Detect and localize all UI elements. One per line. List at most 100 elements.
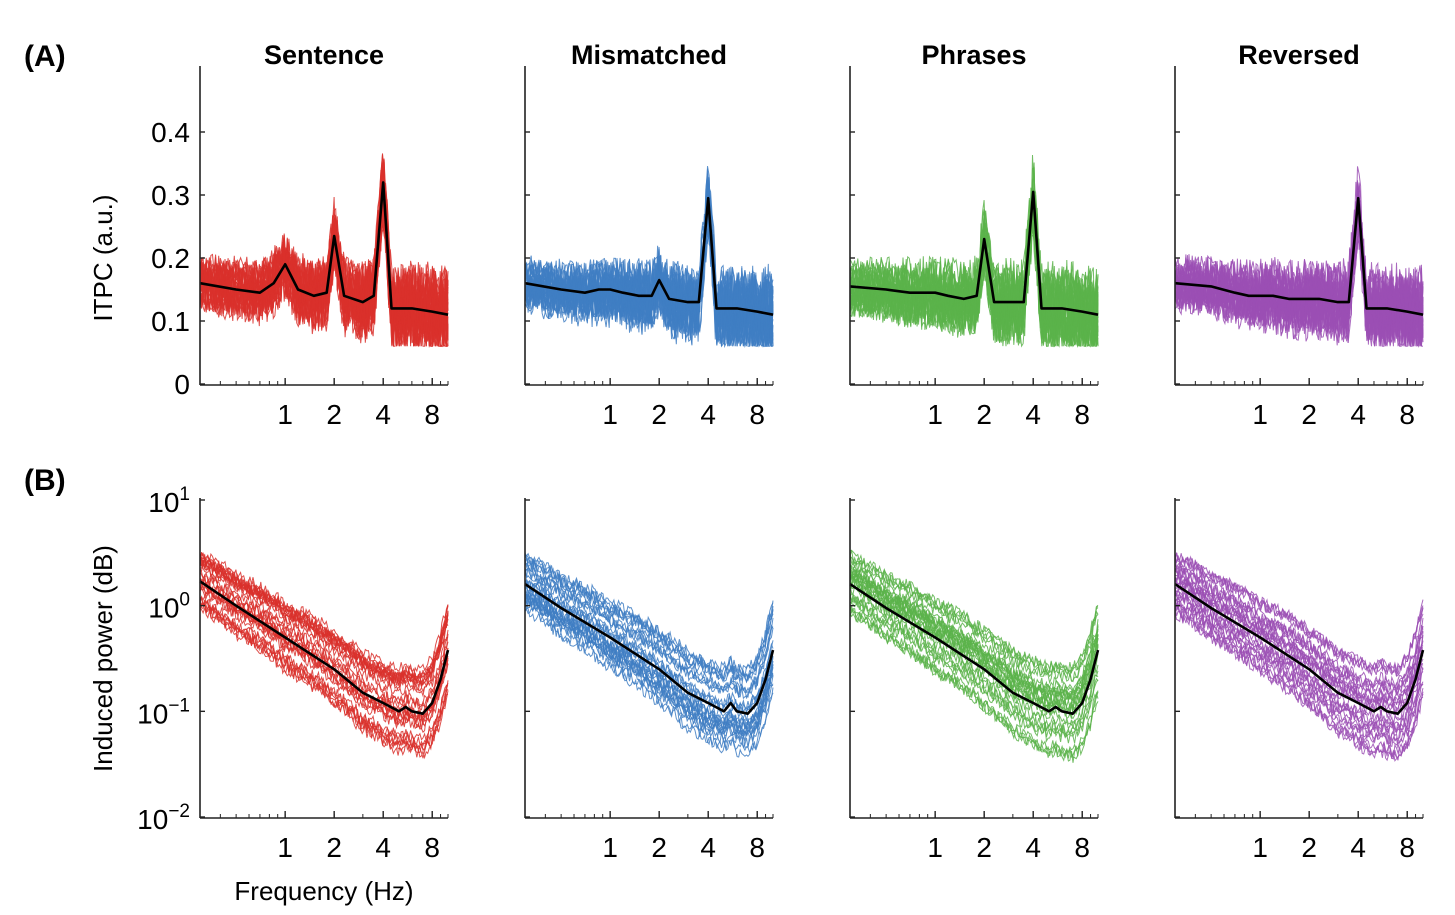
x-tick-label: 1 bbox=[602, 399, 618, 430]
subject-trace bbox=[1174, 552, 1424, 677]
subject-trace bbox=[1174, 600, 1424, 747]
subject-trace bbox=[1174, 554, 1424, 676]
subject-trace bbox=[524, 579, 774, 714]
subject-trace bbox=[849, 584, 1099, 726]
subject-trace bbox=[849, 559, 1099, 685]
mean-trace bbox=[199, 580, 450, 715]
subject-trace bbox=[524, 593, 774, 737]
subject-trace bbox=[1174, 559, 1424, 691]
subject-trace bbox=[524, 580, 774, 714]
x-tick-label: 8 bbox=[424, 399, 440, 430]
y-tick-label: 100 bbox=[148, 590, 190, 624]
x-tick-label: 4 bbox=[700, 399, 716, 430]
subject-trace bbox=[849, 567, 1099, 699]
subject-trace bbox=[1174, 183, 1424, 347]
subject-trace bbox=[524, 607, 774, 758]
subplot-title: Sentence bbox=[264, 40, 384, 70]
x-tick-label: 4 bbox=[1350, 399, 1366, 430]
subject-trace bbox=[524, 166, 774, 335]
y-tick-label: 0.1 bbox=[151, 306, 190, 337]
x-tick-label: 4 bbox=[1025, 399, 1041, 430]
subplot-a-mismatched: Mismatched 1 2 4 8 bbox=[524, 40, 774, 430]
panel-letter-b: (B) bbox=[24, 464, 66, 497]
mean-trace bbox=[524, 583, 775, 715]
subject-trace bbox=[849, 574, 1099, 713]
subplot-a-sentence: Sentence 0 0.1 0.2 0.3 0.4 1 2 4 8 bbox=[151, 40, 449, 430]
subject-trace bbox=[524, 567, 774, 698]
x-tick-label: 2 bbox=[326, 832, 342, 863]
subject-trace bbox=[849, 556, 1099, 683]
subplot-a-reversed: Reversed 1 2 4 8 bbox=[1174, 40, 1424, 430]
x-tick-label: 2 bbox=[1301, 832, 1317, 863]
mean-trace bbox=[1174, 196, 1424, 316]
mean-trace bbox=[524, 196, 774, 316]
subject-trace bbox=[1174, 552, 1424, 676]
x-tick-label: 2 bbox=[976, 832, 992, 863]
subject-trace bbox=[1174, 595, 1424, 734]
subject-trace bbox=[199, 594, 449, 743]
subject-trace bbox=[199, 223, 449, 347]
subject-trace bbox=[524, 596, 774, 742]
x-tick-label: 4 bbox=[375, 399, 391, 430]
subplot-title: Phrases bbox=[921, 40, 1026, 70]
subject-trace bbox=[849, 566, 1099, 698]
subject-trace bbox=[849, 604, 1099, 759]
x-tick-label: 1 bbox=[927, 399, 943, 430]
subplot-a-phrases: Phrases 1 2 4 8 bbox=[849, 40, 1099, 430]
mean-trace bbox=[1174, 583, 1425, 715]
x-tick-label: 1 bbox=[602, 832, 618, 863]
x-tick-label: 2 bbox=[976, 399, 992, 430]
y-axis-label-a: ITPC (a.u.) bbox=[88, 194, 118, 321]
subject-trace bbox=[199, 553, 449, 684]
subject-trace bbox=[524, 566, 774, 700]
y-tick-label: 0 bbox=[174, 369, 190, 400]
subject-trace bbox=[199, 185, 449, 347]
x-tick-label: 1 bbox=[927, 832, 943, 863]
subject-trace bbox=[524, 173, 774, 337]
subplot-title: Reversed bbox=[1238, 40, 1360, 70]
x-tick-label: 8 bbox=[749, 399, 765, 430]
x-tick-label: 2 bbox=[326, 399, 342, 430]
subplot-b-mismatched: 1 2 4 8 bbox=[524, 498, 775, 863]
x-tick-label: 1 bbox=[277, 832, 293, 863]
subject-trace bbox=[524, 588, 774, 731]
y-tick-label: 101 bbox=[148, 484, 190, 518]
subject-trace bbox=[1174, 203, 1424, 347]
x-tick-label: 8 bbox=[1399, 399, 1415, 430]
subject-trace bbox=[1174, 588, 1424, 726]
x-tick-label: 8 bbox=[1074, 832, 1090, 863]
subject-trace bbox=[524, 593, 774, 739]
subject-trace bbox=[849, 593, 1099, 731]
subject-trace bbox=[1174, 588, 1424, 735]
y-tick-label: 10−1 bbox=[137, 695, 190, 729]
subject-trace bbox=[1174, 604, 1424, 761]
subject-trace bbox=[199, 574, 449, 711]
x-tick-label: 2 bbox=[651, 399, 667, 430]
x-tick-label: 8 bbox=[1074, 399, 1090, 430]
subject-trace bbox=[849, 553, 1099, 678]
subject-trace bbox=[199, 600, 449, 754]
x-tick-label: 4 bbox=[375, 832, 391, 863]
subject-trace bbox=[1174, 598, 1424, 749]
x-tick-label: 1 bbox=[1252, 832, 1268, 863]
subject-trace bbox=[1174, 575, 1424, 709]
subject-trace bbox=[849, 595, 1099, 737]
x-tick-label: 8 bbox=[749, 832, 765, 863]
subject-trace bbox=[199, 564, 449, 698]
subject-trace bbox=[199, 596, 449, 751]
subplot-title: Mismatched bbox=[571, 40, 727, 70]
x-tick-label: 2 bbox=[651, 832, 667, 863]
y-tick-label: 0.3 bbox=[151, 180, 190, 211]
y-tick-label: 10−2 bbox=[137, 801, 190, 835]
x-tick-label: 4 bbox=[1350, 832, 1366, 863]
subject-trace bbox=[1175, 565, 1424, 694]
subject-trace bbox=[524, 552, 774, 676]
y-axis-label-b: Induced power (dB) bbox=[88, 545, 118, 772]
subject-trace bbox=[849, 189, 1099, 347]
subject-trace bbox=[199, 585, 449, 733]
mean-trace bbox=[199, 181, 449, 316]
x-tick-label: 8 bbox=[1399, 832, 1415, 863]
subplot-b-phrases: 1 2 4 8 bbox=[849, 498, 1100, 863]
